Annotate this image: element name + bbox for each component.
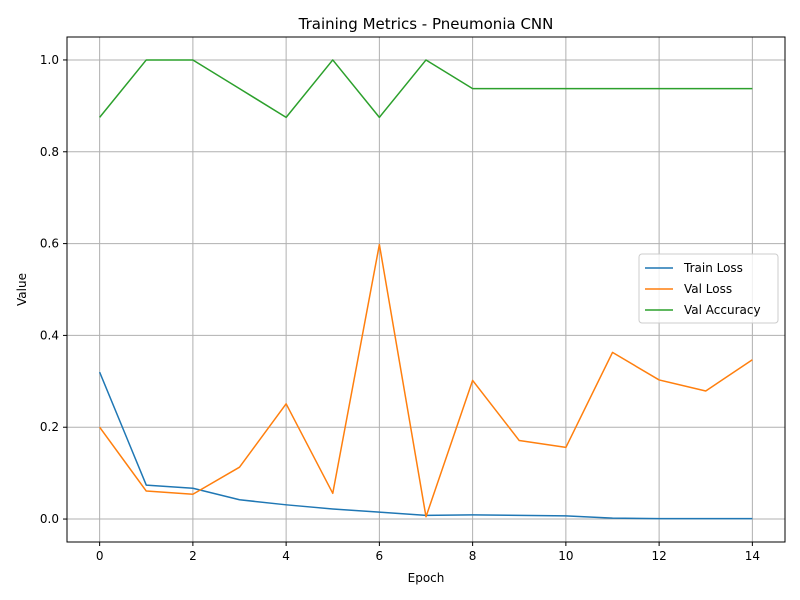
- chart-title: Training Metrics - Pneumonia CNN: [298, 15, 554, 33]
- legend-label-val-accuracy: Val Accuracy: [684, 303, 761, 317]
- x-tick-label: 10: [558, 549, 573, 563]
- legend: Train Loss Val Loss Val Accuracy: [638, 253, 779, 324]
- legend-label-train-loss: Train Loss: [683, 261, 743, 275]
- x-tick-label: 2: [189, 549, 197, 563]
- y-tick-label: 1.0: [40, 53, 59, 67]
- y-tick-label: 0.0: [40, 512, 59, 526]
- x-axis-label: Epoch: [408, 571, 445, 585]
- series-lines: [98, 59, 753, 520]
- x-tick-label: 8: [469, 549, 477, 563]
- x-tick-label: 6: [376, 549, 384, 563]
- y-tick-label: 0.6: [40, 237, 59, 251]
- y-axis-label: Value: [15, 273, 29, 306]
- y-tick-label: 0.8: [40, 145, 59, 159]
- x-tick-label: 0: [96, 549, 104, 563]
- series-line-val-loss: [99, 243, 753, 518]
- x-tick-label: 14: [745, 549, 760, 563]
- x-tick-label: 4: [282, 549, 290, 563]
- series-line-val-accuracy: [99, 59, 753, 119]
- legend-label-val-loss: Val Loss: [684, 282, 732, 296]
- legend-box: [638, 253, 779, 324]
- axis-ticks: 0 2 4 6 8 10 12 14 0.0 0.2 0.4 0.6 0.8 1.0: [40, 53, 760, 563]
- y-tick-label: 0.2: [40, 420, 59, 434]
- y-tick-label: 0.4: [40, 328, 59, 342]
- plot-frame: [66, 36, 786, 543]
- x-tick-label: 12: [651, 549, 666, 563]
